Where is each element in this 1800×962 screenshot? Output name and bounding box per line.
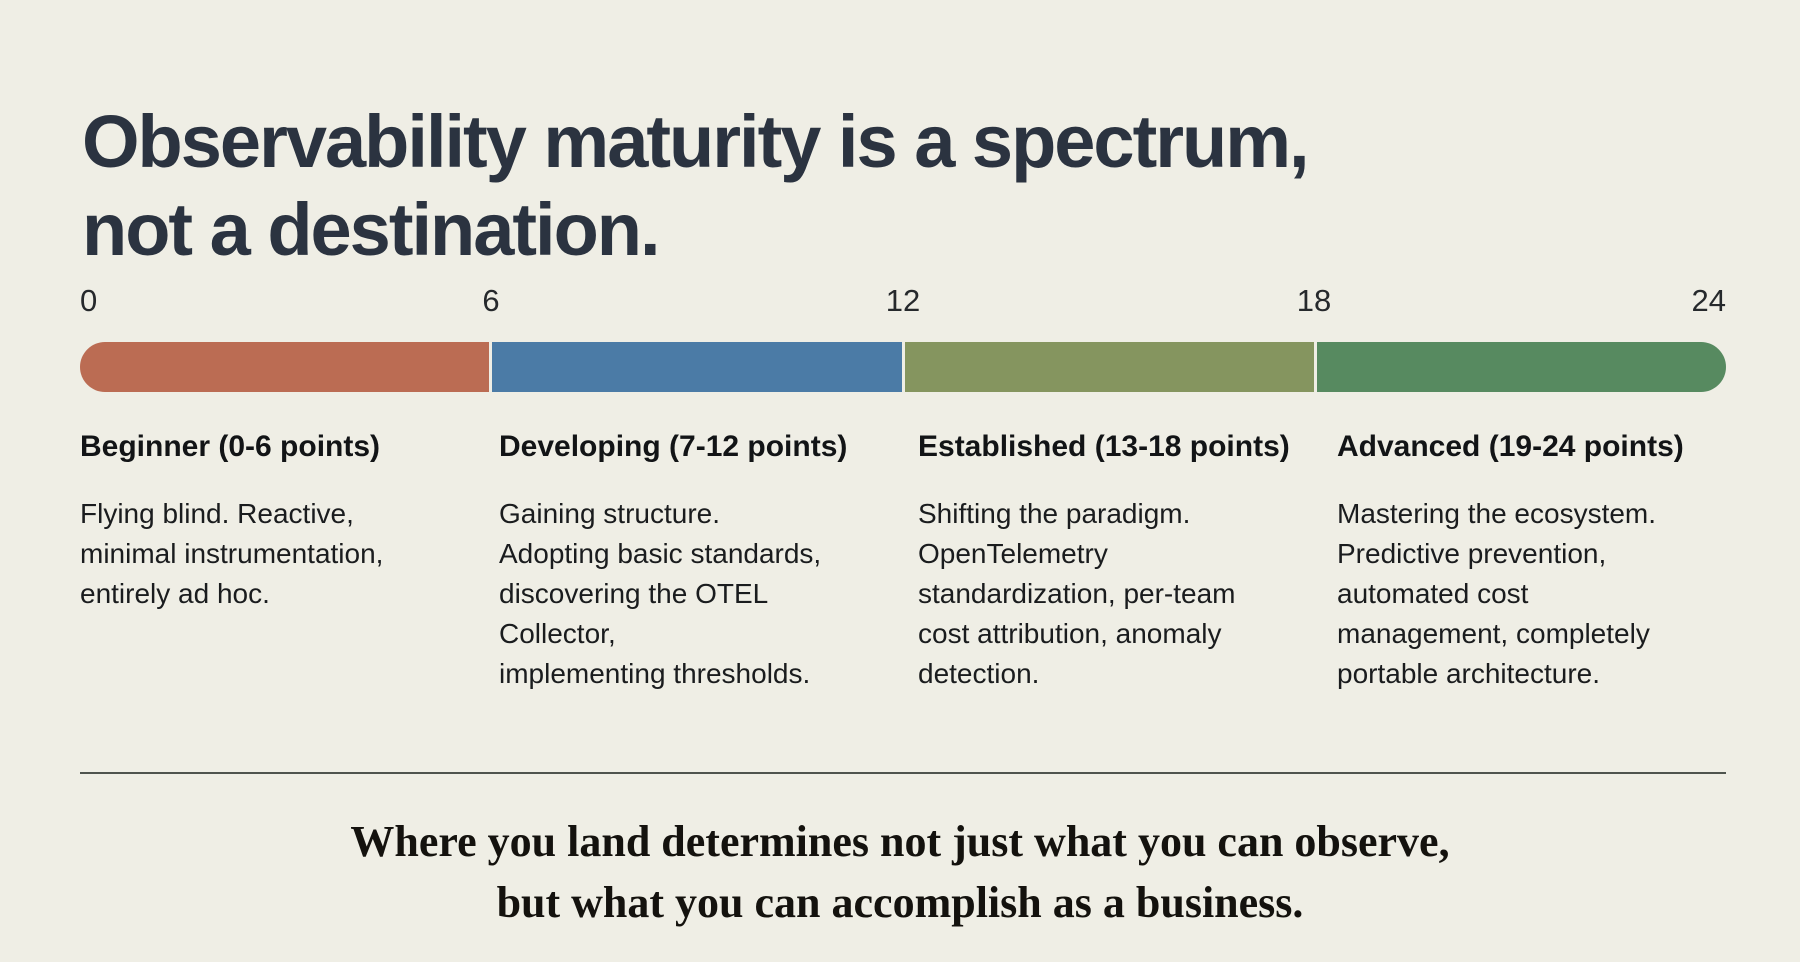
stage-column-beginner: Beginner (0-6 points) Flying blind. Reac… bbox=[80, 428, 469, 722]
stage-description-developing: Gaining structure. Adopting basic standa… bbox=[499, 498, 822, 689]
bar-segment-developing bbox=[492, 342, 902, 392]
horizontal-divider bbox=[80, 772, 1726, 774]
footer-quote: Where you land determines not just what … bbox=[350, 817, 1450, 927]
scale-tick-0: 0 bbox=[80, 283, 98, 318]
stage-description-advanced: Mastering the ecosystem. Predictive prev… bbox=[1337, 498, 1657, 689]
page-title: Observability maturity is a spectrum, no… bbox=[82, 99, 1310, 272]
stage-column-developing: Developing (7-12 points) Gaining structu… bbox=[499, 428, 888, 722]
scale-tick-18: 18 bbox=[1296, 283, 1332, 318]
scale-tick-12: 12 bbox=[885, 283, 921, 318]
stage-heading-advanced: Advanced (19-24 points) bbox=[1337, 430, 1684, 463]
stage-columns: Beginner (0-6 points) Flying blind. Reac… bbox=[80, 428, 1726, 722]
scale-tick-6: 6 bbox=[482, 283, 500, 318]
stage-description-beginner: Flying blind. Reactive, minimal instrume… bbox=[80, 498, 384, 609]
stage-description-established: Shifting the paradigm. OpenTelemetry sta… bbox=[918, 498, 1236, 689]
scale-tick-24: 24 bbox=[1691, 283, 1726, 318]
stage-heading-beginner: Beginner (0-6 points) bbox=[80, 430, 381, 463]
maturity-spectrum-bar bbox=[80, 342, 1726, 392]
stage-heading-established: Established (13-18 points) bbox=[918, 430, 1290, 463]
bar-segment-beginner bbox=[80, 342, 490, 392]
stage-column-advanced: Advanced (19-24 points) Mastering the ec… bbox=[1337, 428, 1726, 722]
bar-segment-established bbox=[904, 342, 1314, 392]
stage-column-established: Established (13-18 points) Shifting the … bbox=[918, 428, 1307, 722]
stage-heading-developing: Developing (7-12 points) bbox=[499, 430, 848, 463]
bar-segment-advanced bbox=[1316, 342, 1726, 392]
